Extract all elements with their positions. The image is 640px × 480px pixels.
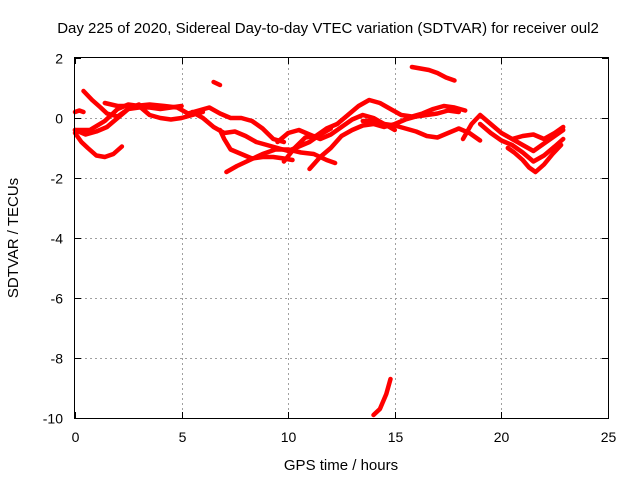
- series-track-20: [509, 127, 566, 154]
- x-tick-label: 20: [494, 429, 510, 445]
- series-track-15: [371, 376, 393, 418]
- series-track-12: [281, 97, 468, 164]
- x-tick-label: 15: [388, 429, 404, 445]
- x-tick-labels: 0 5 10 15 20 25: [72, 429, 617, 445]
- data-series: [72, 64, 566, 418]
- series-track-2: [72, 130, 125, 160]
- series-track-16: [409, 64, 457, 83]
- chart-title: Day 225 of 2020, Sidereal Day-to-day VTE…: [57, 20, 599, 37]
- y-tick-label: -10: [43, 411, 63, 427]
- x-tick-label: 0: [72, 429, 80, 445]
- y-tick-label: -8: [51, 351, 64, 367]
- series-track-11: [275, 112, 398, 145]
- y-tick-label: -4: [51, 231, 64, 247]
- series-track-19: [505, 142, 564, 175]
- series-track-14: [360, 118, 483, 143]
- x-axis-label: GPS time / hours: [284, 457, 398, 474]
- y-tick-label: 2: [55, 51, 63, 67]
- plot-frame: [74, 57, 609, 419]
- series-track-8: [190, 109, 334, 154]
- series-track-1: [72, 108, 86, 115]
- y-tick-label: -2: [51, 171, 64, 187]
- series-track-7: [211, 79, 223, 88]
- series-track-6: [102, 100, 287, 145]
- y-axis-label: SDTVAR / TECUs: [5, 178, 22, 298]
- x-tick-label: 25: [601, 429, 617, 445]
- series-track-4: [81, 88, 184, 119]
- series-track-18: [477, 121, 566, 164]
- y-tick-label: -6: [51, 291, 64, 307]
- axis-ticks: [75, 58, 609, 419]
- x-tick-label: 5: [179, 429, 187, 445]
- series-track-5: [72, 102, 206, 133]
- y-tick-labels: -10 -8 -6 -4 -2 0 2: [43, 51, 63, 427]
- series-track-13: [307, 108, 462, 172]
- x-tick-label: 10: [281, 429, 297, 445]
- y-tick-label: 0: [55, 111, 63, 127]
